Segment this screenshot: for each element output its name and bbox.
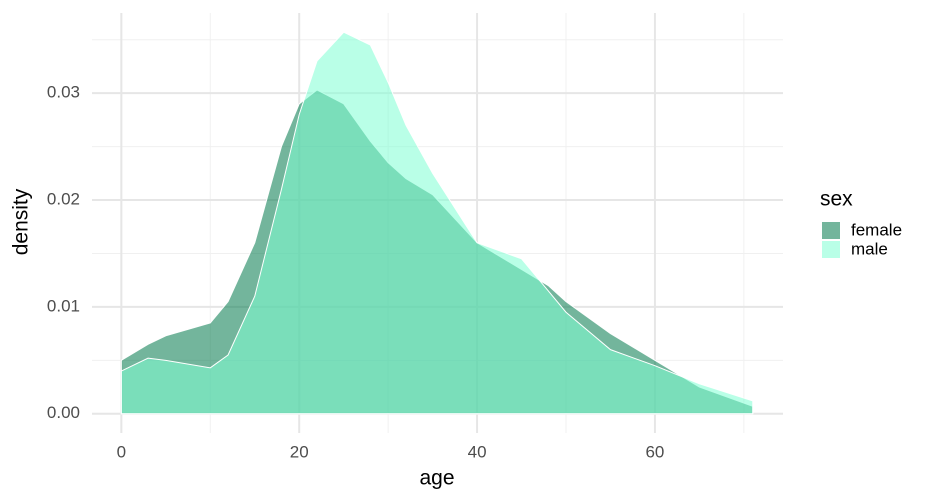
x-axis-title: age [419,467,454,490]
legend-title: sex [820,188,853,211]
y-axis-title: density [10,188,33,255]
legend-label: female [851,220,902,239]
y-tick-label: 0.01 [47,296,80,315]
legend-key [822,222,840,239]
x-tick-label: 40 [468,442,487,461]
legend-key [822,241,840,258]
x-tick-label: 20 [290,442,309,461]
y-tick-label: 0.02 [47,190,80,209]
y-tick-label: 0.00 [47,403,80,422]
y-tick-label: 0.03 [47,83,80,102]
legend-label: male [851,239,888,258]
x-tick-label: 0 [117,442,126,461]
density-area [120,31,754,415]
x-tick-label: 60 [645,442,664,461]
